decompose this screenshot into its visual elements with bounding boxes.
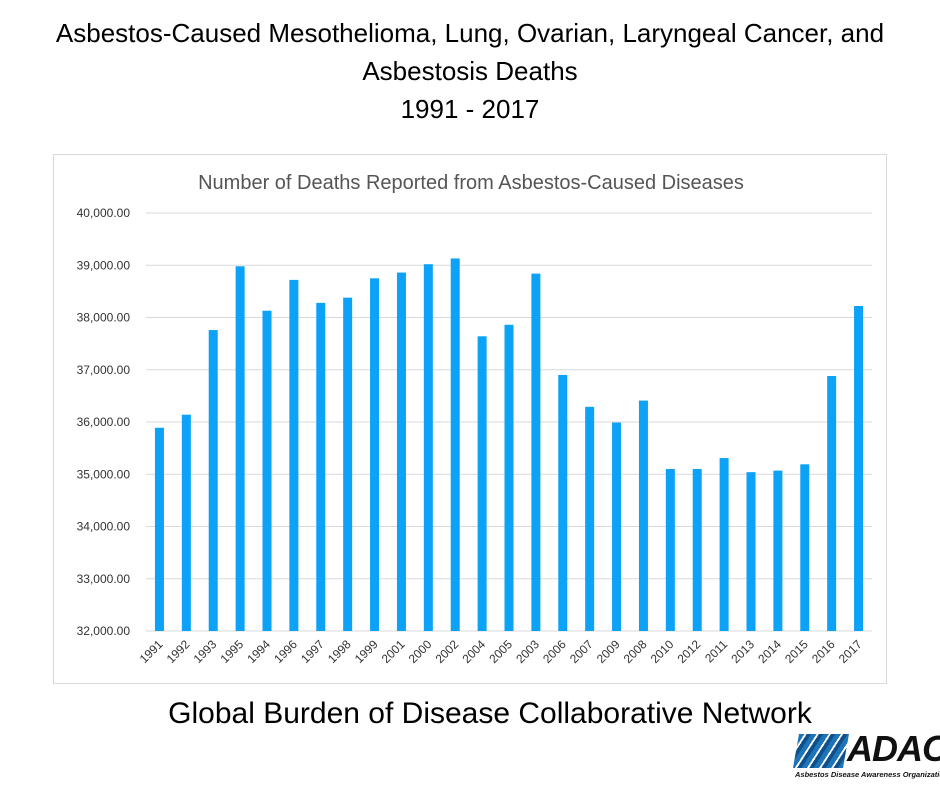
x-tick-label: 2006 [540, 637, 569, 666]
bar-2003 [531, 273, 541, 631]
x-tick-label: 1993 [191, 637, 220, 666]
header-year-range: 1991 - 2017 [400, 94, 540, 124]
x-tick-label: 2008 [621, 637, 650, 666]
y-tick-label: 36,000.00 [77, 415, 131, 429]
x-tick-label: 2011 [702, 637, 730, 665]
bar-2007 [585, 406, 595, 631]
adao-logo-mark-icon [793, 734, 849, 768]
x-tick-label: 2007 [567, 637, 596, 666]
bar-2008 [638, 400, 648, 631]
x-tick-label: 1997 [298, 637, 327, 666]
bar-1995 [235, 266, 245, 631]
chart-bars [154, 258, 864, 631]
bar-1994 [262, 310, 272, 631]
y-tick-label: 35,000.00 [77, 467, 131, 481]
bar-2017 [854, 306, 864, 631]
bar-1993 [208, 330, 218, 631]
bar-2005 [504, 324, 514, 631]
bar-2015 [800, 464, 810, 631]
bar-2002 [450, 258, 460, 631]
y-tick-label: 34,000.00 [77, 520, 131, 534]
bar-1996 [289, 279, 299, 631]
x-tick-label: 2009 [594, 637, 623, 666]
y-tick-label: 39,000.00 [77, 258, 131, 272]
y-tick-label: 33,000.00 [77, 572, 131, 586]
bar-1997 [316, 302, 326, 631]
x-tick-label: 2017 [836, 637, 865, 666]
x-tick-label: 1995 [217, 637, 246, 666]
x-tick-label: 2005 [486, 637, 515, 666]
bar-2013 [746, 472, 756, 631]
x-tick-label: 2004 [459, 637, 488, 666]
y-tick-label: 38,000.00 [77, 311, 131, 325]
adao-logo-wordmark: ADAO [847, 728, 940, 769]
bar-1992 [181, 414, 191, 631]
x-tick-label: 1992 [164, 637, 193, 666]
x-tick-label: 2003 [513, 637, 542, 666]
y-tick-label: 40,000.00 [77, 206, 131, 220]
x-tick-label: 2000 [406, 637, 435, 666]
adao-logo: ADAO Asbestos Disease Awareness Organiza… [793, 728, 940, 786]
bar-2010 [665, 469, 675, 631]
header-title-line-1: Asbestos-Caused Mesothelioma, Lung, Ovar… [55, 18, 885, 48]
y-tick-label: 32,000.00 [77, 624, 131, 638]
y-tick-label: 37,000.00 [77, 363, 131, 377]
bar-2016 [827, 376, 837, 631]
bar-2001 [396, 272, 406, 631]
x-tick-label: 2012 [675, 637, 704, 666]
source-caption: Global Burden of Disease Collaborative N… [168, 697, 812, 730]
x-tick-label: 1996 [271, 637, 300, 666]
bar-2006 [558, 374, 568, 631]
bar-2012 [692, 469, 702, 631]
chart-panel: Number of Deaths Reported from Asbestos-… [53, 154, 887, 684]
x-tick-label: 2001 [379, 637, 408, 666]
bar-1991 [154, 427, 164, 631]
x-tick-label: 2015 [782, 637, 811, 666]
bar-2011 [719, 458, 729, 631]
x-tick-label: 1991 [137, 637, 166, 666]
bar-2000 [423, 264, 433, 631]
bar-2014 [773, 470, 783, 631]
x-tick-label: 2016 [809, 637, 838, 666]
bar-2004 [477, 336, 487, 631]
bar-2009 [612, 422, 622, 631]
x-tick-label: 2014 [755, 637, 784, 666]
header-title-line-2: Asbestosis Deaths [362, 56, 578, 86]
x-tick-label: 2010 [648, 637, 677, 666]
x-tick-label: 2013 [728, 637, 757, 666]
adao-logo-tagline: Asbestos Disease Awareness Organization [795, 770, 940, 779]
x-tick-label: 1998 [325, 637, 354, 666]
chart-title: Number of Deaths Reported from Asbestos-… [198, 172, 744, 194]
x-tick-label: 1999 [352, 637, 381, 666]
y-axis-tick-labels: 32,000.00 33,000.00 34,000.00 35,000.00 36,0… [77, 206, 131, 638]
x-tick-label: 1994 [244, 637, 273, 666]
bar-1998 [343, 297, 353, 631]
bar-chart: Number of Deaths Reported from Asbestos-… [77, 172, 872, 666]
x-tick-label: 2002 [433, 637, 462, 666]
page-header: Asbestos-Caused Mesothelioma, Lung, Ovar… [0, 14, 940, 128]
bar-1999 [370, 278, 380, 631]
x-axis-tick-labels: 1991199219931995199419961997199819992001… [137, 637, 865, 666]
